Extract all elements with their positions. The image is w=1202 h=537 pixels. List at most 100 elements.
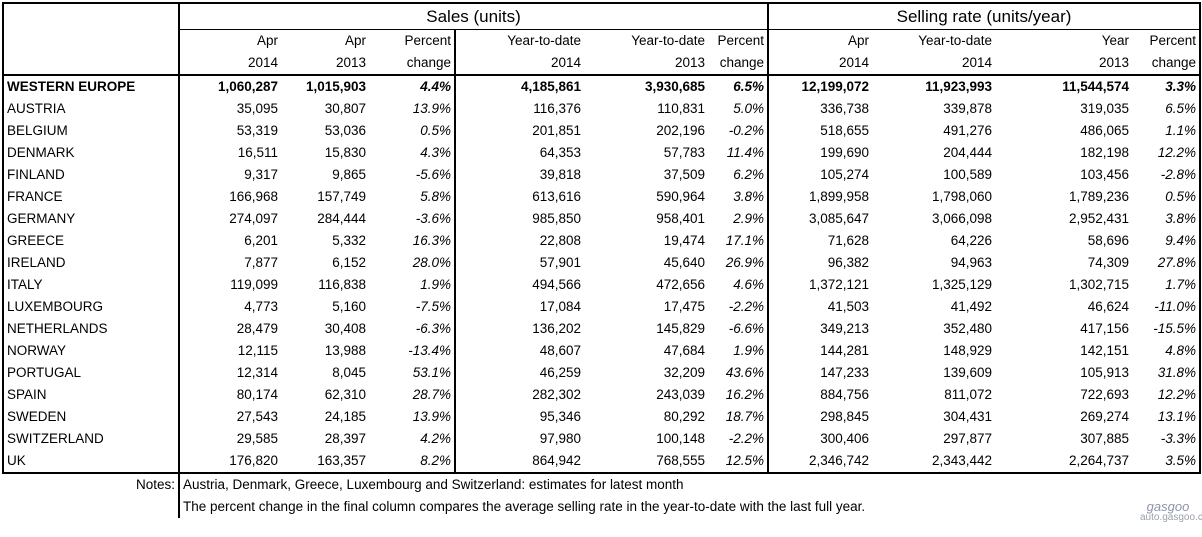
- value-cell: 35,095: [236, 101, 278, 116]
- table-row: DENMARK 16,511 15,830 4.3% 64,353 57,783 11.4%…: [2, 142, 1202, 164]
- value-cell: 12,115: [237, 343, 278, 358]
- value-cell: 2,264,737: [995, 450, 1133, 474]
- value-cell: 17,475: [663, 299, 705, 314]
- col-header-top: Apr: [256, 33, 278, 48]
- table-row: AUSTRIA 35,095 30,807 13.9% 116,376 110,831 5.…: [2, 98, 1202, 120]
- value-cell: 1,302,715: [1068, 277, 1130, 292]
- value-cell: 13,988: [324, 343, 366, 358]
- percent-change-cell: -7.5%: [415, 299, 451, 314]
- value-cell: 41,492: [950, 299, 993, 314]
- value-cell: 297,877: [943, 431, 993, 446]
- percent-change-cell: -13.4%: [408, 343, 451, 358]
- col-header-top: Year-to-date: [631, 33, 705, 48]
- value-cell: 201,851: [454, 120, 584, 142]
- value-cell: 352,480: [943, 321, 993, 336]
- value-cell: 9,317: [244, 167, 278, 182]
- value-cell: 3,066,098: [931, 211, 993, 226]
- value-cell: 7,877: [244, 255, 278, 270]
- value-cell: 97,980: [454, 428, 584, 450]
- percent-change-cell: -3.6%: [415, 211, 451, 226]
- percent-change-cell: 0.5%: [420, 123, 451, 138]
- value-cell: 47,684: [663, 343, 705, 358]
- value-cell: 105,274: [820, 167, 870, 182]
- row-label: SPAIN: [2, 384, 180, 406]
- value-cell: 864,942: [454, 450, 584, 474]
- row-label: UK: [2, 450, 180, 474]
- value-cell: 6,201: [244, 233, 278, 248]
- value-cell: 22,808: [454, 230, 584, 252]
- value-cell: 62,310: [324, 387, 366, 402]
- value-cell: 2,346,742: [768, 450, 873, 474]
- value-cell: 53,036: [324, 123, 366, 138]
- value-cell: 46,259: [454, 362, 584, 384]
- row-label: SWITZERLAND: [2, 428, 180, 450]
- corner-cell: [2, 52, 180, 76]
- percent-change-cell: 5.8%: [420, 189, 451, 204]
- percent-change-cell: 28.0%: [412, 255, 451, 270]
- percent-change-cell: 12.5%: [708, 450, 770, 474]
- value-cell: 45,640: [663, 255, 705, 270]
- value-cell: 32,209: [663, 365, 705, 380]
- value-cell: 74,309: [1087, 255, 1130, 270]
- value-cell: 100,589: [943, 167, 993, 182]
- value-cell: 5,160: [332, 299, 366, 314]
- percent-change-cell: -0.2%: [708, 120, 770, 142]
- table-row: SPAIN 80,174 62,310 28.7% 282,302 243,039 16.2…: [2, 384, 1202, 406]
- value-cell: 1,372,121: [808, 277, 870, 292]
- gasgoo-watermark: gasgoo auto.gasgoo.com: [1140, 499, 1202, 535]
- value-cell: 30,807: [324, 101, 366, 116]
- percent-change-cell: 28.7%: [412, 387, 451, 402]
- value-cell: 96,382: [827, 255, 870, 270]
- table-row: UK 176,820 163,357 8.2% 864,942 768,555 12.5% 2…: [2, 450, 1202, 474]
- table-row: BELGIUM 53,319 53,036 0.5% 201,851 202,196 -0.…: [2, 120, 1202, 142]
- corner-cell: [2, 2, 180, 30]
- value-cell: 163,357: [281, 450, 369, 474]
- value-cell: 349,213: [820, 321, 870, 336]
- value-cell: 64,353: [454, 142, 584, 164]
- value-cell: 590,964: [656, 189, 705, 204]
- row-label: PORTUGAL: [2, 362, 180, 384]
- row-label: LUXEMBOURG: [2, 296, 180, 318]
- value-cell: 103,456: [1080, 167, 1130, 182]
- row-label: IRELAND: [2, 252, 180, 274]
- group-header-sales: Sales (units): [179, 2, 770, 30]
- value-cell: 613,616: [454, 186, 584, 208]
- value-cell: 39,818: [454, 164, 584, 186]
- percent-change-cell: 4.6%: [708, 274, 770, 296]
- value-cell: 282,302: [454, 384, 584, 406]
- value-cell: 145,829: [656, 321, 705, 336]
- value-cell: 5,332: [332, 233, 366, 248]
- value-cell: 12,199,072: [801, 79, 870, 94]
- row-label: FRANCE: [2, 186, 180, 208]
- value-cell: 202,196: [656, 123, 705, 138]
- value-cell: 1,325,129: [931, 277, 993, 292]
- value-cell: 319,035: [1080, 101, 1130, 116]
- percent-change-cell: 16.3%: [412, 233, 451, 248]
- value-cell: 110,831: [657, 101, 705, 116]
- value-cell: 29,585: [236, 431, 278, 446]
- row-label: WESTERN EUROPE: [2, 75, 180, 98]
- group-header-selling-rate: Selling rate (units/year): [768, 2, 1202, 30]
- value-cell: 1,060,287: [217, 79, 278, 94]
- percent-change-cell: 43.6%: [708, 362, 770, 384]
- value-cell: 494,566: [454, 274, 584, 296]
- table-row: SWITZERLAND 29,585 28,397 4.2% 97,980 100,148…: [2, 428, 1202, 450]
- col-header-bottom: 2014: [454, 52, 584, 76]
- watermark-logo: gasgoo: [1146, 499, 1190, 514]
- value-cell: 284,444: [317, 211, 366, 226]
- col-header-bottom: change: [708, 52, 770, 76]
- value-cell: 336,738: [820, 101, 870, 116]
- value-cell: 298,845: [820, 409, 870, 424]
- col-header-bottom: 2014: [179, 52, 281, 76]
- table-row: GERMANY 274,097 284,444 -3.6% 985,850 958,401…: [2, 208, 1202, 230]
- value-cell: 4,773: [244, 299, 278, 314]
- sales-table: Sales (units) Selling rate (units/year) …: [2, 2, 1202, 518]
- percent-change-cell: 53.1%: [412, 365, 451, 380]
- row-label: GREECE: [2, 230, 180, 252]
- percent-change-cell: 0.5%: [1132, 186, 1202, 208]
- percent-change-cell: 3.3%: [1132, 75, 1202, 98]
- value-cell: 136,202: [454, 318, 584, 340]
- value-cell: 199,690: [820, 145, 870, 160]
- percent-change-cell: 13.1%: [1132, 406, 1202, 428]
